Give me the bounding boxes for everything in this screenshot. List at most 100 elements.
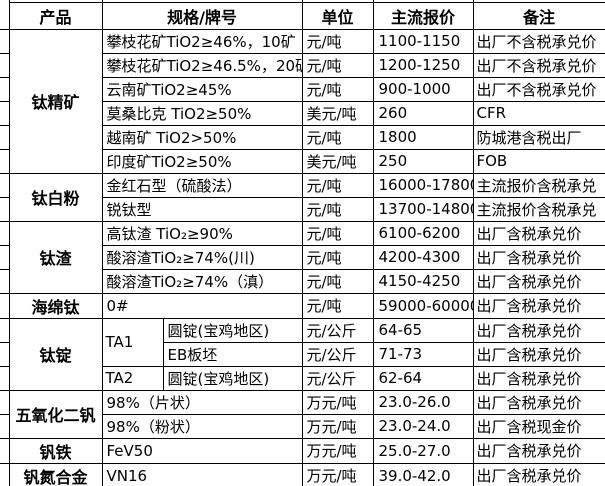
price-cell: 4150-4250 [372,268,474,294]
unit-cell: 元/吨 [301,196,374,222]
table-row: 钒铁 FeV50 万元/吨 25.0-27.0 出厂含税承兑价 [0,437,605,464]
product-group-ti-slag: 钛渣 [8,220,103,294]
stub-cell [0,196,10,222]
price-cell: 16000-17800 [372,172,474,198]
note-cell: CFR [472,100,605,126]
stub-cell [0,437,10,464]
price-cell: 23.0-26.0 [372,389,474,415]
unit-cell: 元/公斤 [301,365,374,391]
spec-cell: 越南矿 TiO2>50% [101,124,303,150]
table-row: 海绵钛 0# 元/吨 59000-60000 出厂含税承兑价 [0,292,605,319]
stub-cell [0,148,10,174]
spec-cell: 锐钛型 [101,196,303,222]
table-row: 酸溶渣TiO₂≥74%(川) 元/吨 4200-4300 出厂含税承兑价 [0,244,605,270]
price-cell: 1800 [372,124,474,150]
stub-cell [0,100,10,126]
note-cell: 出厂含税承兑价 [472,389,605,415]
stub-cell [0,341,10,367]
note-cell: 出厂含税承兑价 [472,317,605,343]
table-row: 钛白粉 金红石型（硫酸法） 元/吨 16000-17800 主流报价含税承兑 [0,172,605,222]
unit-cell: 元/吨 [301,244,374,270]
brand-cell: TA1 [101,317,164,367]
spec-cell: 高钛渣 TiO₂≥90% [101,220,303,246]
table-row: 越南矿 TiO2>50% 元/吨 1800 防城港含税出厂 [0,124,605,150]
stub-cell [0,124,10,150]
spec-cell: VN16 [101,462,303,486]
product-group-ti-dioxide: 钛白粉 [8,172,103,222]
table-row: 钛精矿 攀枝花矿TiO2≥46%，10矿 元/吨 1100-1150 出厂不含税… [0,28,605,174]
spec-cell: 攀枝花矿TiO2≥46%，10矿 [101,28,303,54]
table-row: 钒氮合金 VN16 万元/吨 39.0-42.0 出厂含税承兑价 [0,462,605,486]
unit-cell: 元/吨 [301,220,374,246]
price-cell: 1100-1150 [372,28,474,54]
price-cell: 900-1000 [372,76,474,102]
header-row: 产品 规格/牌号 单位 主流报价 备注 [0,1,605,30]
unit-cell: 万元/吨 [301,413,374,439]
spec-cell: 98%（粉状） [101,413,303,439]
table-row: EB板坯 元/公斤 71-73 出厂含税承兑价 [0,341,605,367]
note-cell: 出厂含税承兑价 [472,244,605,270]
unit-cell: 元/吨 [301,76,374,102]
unit-cell: 万元/吨 [301,462,374,486]
note-cell: 出厂含税承兑价 [472,292,605,319]
stub-cell [0,292,10,319]
stub-cell [0,244,10,270]
stub-cell [0,389,10,415]
unit-cell: 万元/吨 [301,389,374,415]
product-group-ti-sponge: 海绵钛 [8,292,103,319]
table-row: 98%（粉状） 万元/吨 23.0-24.0 出厂含税现金价 [0,413,605,439]
spec-cell: 攀枝花矿TiO2≥46.5%，20矿 [101,52,303,78]
note-cell: 出厂不含税承兑价 [472,52,605,78]
price-cell: 39.0-42.0 [372,462,474,486]
column-header-unit: 单位 [301,1,374,30]
table-row: TA2 圆锭(宝鸡地区) 元/公斤 62-64 出厂含税承兑价 [0,365,605,391]
unit-cell: 元/吨 [301,268,374,294]
table-row: 印度矿TiO2≥50% 美元/吨 250 FOB [0,148,605,174]
stub-cell [0,317,10,343]
note-cell: 出厂含税承兑价 [472,437,605,464]
note-cell: 出厂含税承兑价 [472,365,605,391]
stub-cell [0,413,10,439]
stub-cell [0,172,10,198]
column-header-spec: 规格/牌号 [101,1,303,30]
product-group-ti-ingot: 钛锭 [8,317,103,391]
price-cell: 13700-14800 [372,196,474,222]
spec-cell: FeV50 [101,437,303,464]
price-cell: 59000-60000 [372,292,474,319]
price-cell: 71-73 [372,341,474,367]
unit-cell: 元/吨 [301,124,374,150]
price-cell: 250 [372,148,474,174]
price-cell: 260 [372,100,474,126]
product-group-ferrovanadium: 钒铁 [8,437,103,464]
brand-cell: TA2 [101,365,164,391]
product-group-v2o5: 五氧化二钒 [8,389,103,439]
unit-cell: 美元/吨 [301,148,374,174]
unit-cell: 美元/吨 [301,100,374,126]
stub-cell [0,76,10,102]
spec-cell: 圆锭(宝鸡地区) [162,365,303,391]
note-cell: 出厂含税承兑价 [472,462,605,486]
stub-cell [0,462,10,486]
column-header-product: 产品 [8,1,103,30]
unit-cell: 元/吨 [301,52,374,78]
note-cell: 出厂不含税承兑价 [472,76,605,102]
table-row: 锐钛型 元/吨 13700-14800 主流报价含税承兑 [0,196,605,222]
spec-cell: 金红石型（硫酸法） [101,172,303,198]
table-row: 钛锭 TA1 圆锭(宝鸡地区) 元/公斤 64-65 出厂含税承兑价 [0,317,605,391]
table-row: 云南矿TiO2≥45% 元/吨 900-1000 出厂不含税承兑价 [0,76,605,102]
note-cell: 出厂含税承兑价 [472,220,605,246]
table-row: 莫桑比克 TiO2≥50% 美元/吨 260 CFR [0,100,605,126]
price-cell: 1200-1250 [372,52,474,78]
stub-cell [0,268,10,294]
table-row: 攀枝花矿TiO2≥46.5%，20矿 元/吨 1200-1250 出厂不含税承兑… [0,52,605,78]
unit-cell: 万元/吨 [301,437,374,464]
spec-cell: EB板坯 [162,341,303,367]
price-cell: 62-64 [372,365,474,391]
stub-cell [0,1,10,30]
unit-cell: 元/公斤 [301,341,374,367]
note-cell: 出厂含税承兑价 [472,341,605,367]
spec-cell: 莫桑比克 TiO2≥50% [101,100,303,126]
column-header-note: 备注 [472,1,605,30]
